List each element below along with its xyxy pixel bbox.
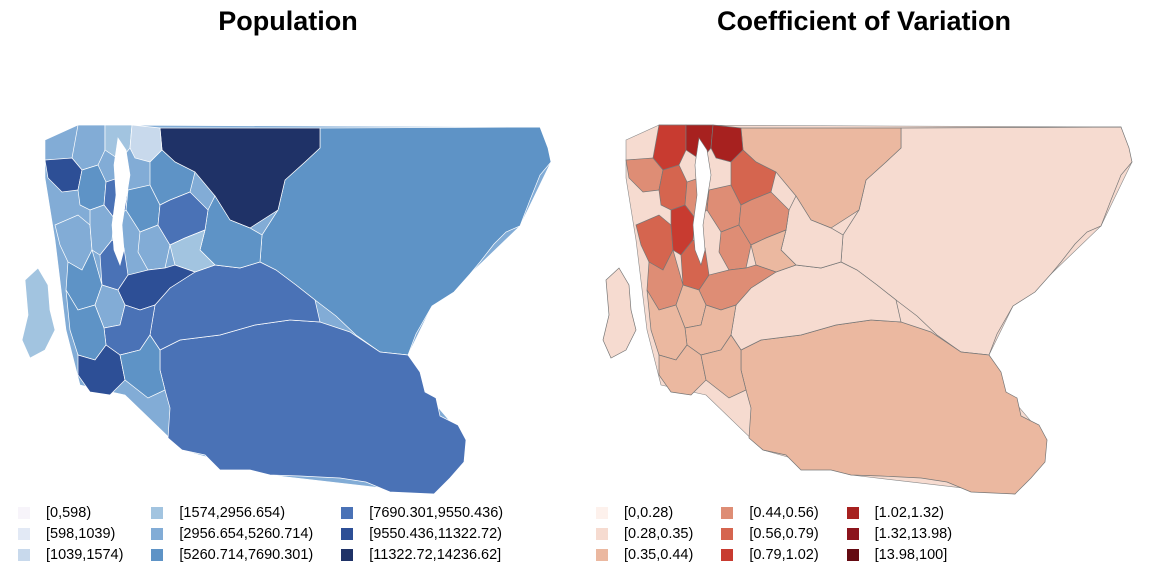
legend-label: [0.35,0.44) xyxy=(624,546,694,563)
legend-label: [11322.72,14236.62] xyxy=(369,546,502,563)
region-south-east xyxy=(159,319,467,495)
legend-label: [0.79,1.02) xyxy=(749,546,819,563)
region-northeast xyxy=(259,126,552,356)
region-vashon xyxy=(602,267,637,359)
legend-swatch xyxy=(846,527,859,540)
legend-label: [0.44,0.56) xyxy=(749,504,819,521)
legend-label: [0,0.28) xyxy=(624,504,674,521)
region-sammamish xyxy=(750,229,797,273)
legend-label: [9550.436,11322.72) xyxy=(369,525,503,542)
legend-item: [11322.72,14236.62] xyxy=(341,544,503,565)
cv-title: Coefficient of Variation xyxy=(716,6,1012,36)
legend-label: [7690.301,9550.436) xyxy=(369,504,504,521)
legend-item: [598,1039) xyxy=(18,523,123,544)
region-sammamish xyxy=(169,229,216,273)
legend-swatch xyxy=(151,527,164,540)
legend-swatch xyxy=(721,548,734,561)
region-auburn xyxy=(119,334,166,399)
legend-item: [0.35,0.44) xyxy=(596,544,693,565)
legend-swatch xyxy=(721,506,734,519)
legend-item: [1.32,13.98) xyxy=(846,523,953,544)
legend-swatch xyxy=(596,527,608,540)
population-legend: [0,598) [598,1039) [1039,1574) [1574,295… xyxy=(18,502,503,565)
legend-item: [1039,1574) xyxy=(18,544,123,565)
legend-label: [1574,2956.654) xyxy=(179,504,286,521)
population-map xyxy=(21,124,552,495)
legend-item: [0,598) xyxy=(18,502,123,523)
legend-item: [0.28,0.35) xyxy=(596,523,693,544)
legend-item: [0.56,0.79) xyxy=(721,523,819,544)
legend-swatch xyxy=(18,527,30,540)
legend-item: [9550.436,11322.72) xyxy=(341,523,503,544)
region-south-east xyxy=(740,319,1048,495)
legend-swatch xyxy=(151,548,164,561)
legend-item: [1.02,1.32) xyxy=(846,502,952,523)
cv-panel: Coefficient of Variation [0,0.28) [0.28,… xyxy=(576,0,1152,576)
region-northeast xyxy=(840,126,1133,356)
legend-label: [5260.714,7690.301) xyxy=(179,546,314,563)
legend-swatch xyxy=(596,506,608,519)
legend-label: [1.02,1.32) xyxy=(874,504,944,521)
population-panel: Population [0,598) [598,1039) [1039,1574… xyxy=(18,6,552,565)
region-vashon xyxy=(21,267,56,359)
cv-map xyxy=(602,124,1133,495)
legend-label: [598,1039) xyxy=(46,525,116,542)
legend-label: [1039,1574) xyxy=(46,546,124,563)
legend-item: [2956.654,5260.714) xyxy=(151,523,313,544)
legend-swatch xyxy=(721,527,734,540)
legend-swatch xyxy=(846,506,859,519)
legend-label: [0.56,0.79) xyxy=(749,525,819,542)
legend-label: [2956.654,5260.714) xyxy=(179,525,314,542)
legend-swatch xyxy=(341,506,354,519)
cv-legend: [0,0.28) [0.28,0.35) [0.35,0.44) [0.44,0… xyxy=(596,502,952,565)
lake-washington xyxy=(111,137,131,266)
lake-washington xyxy=(692,137,712,266)
legend-swatch xyxy=(18,506,30,519)
legend-label: [0,598) xyxy=(46,504,92,521)
legend-item: [7690.301,9550.436) xyxy=(341,502,503,523)
legend-item: [0.79,1.02) xyxy=(721,544,819,565)
population-title: Population xyxy=(218,6,358,36)
legend-swatch xyxy=(151,506,164,519)
legend-label: [0.28,0.35) xyxy=(624,525,694,542)
legend-swatch xyxy=(341,548,354,561)
legend-label: [1.32,13.98) xyxy=(874,525,953,542)
legend-swatch xyxy=(341,527,354,540)
legend-swatch xyxy=(846,548,859,561)
legend-swatch xyxy=(596,548,608,561)
legend-label: [13.98,100] xyxy=(874,546,948,563)
legend-item: [5260.714,7690.301) xyxy=(151,544,313,565)
legend-swatch xyxy=(18,548,30,561)
region-auburn xyxy=(700,334,747,399)
legend-item: [1574,2956.654) xyxy=(151,502,313,523)
legend-item: [0.44,0.56) xyxy=(721,502,819,523)
legend-item: [0,0.28) xyxy=(596,502,693,523)
legend-item: [13.98,100] xyxy=(846,544,952,565)
